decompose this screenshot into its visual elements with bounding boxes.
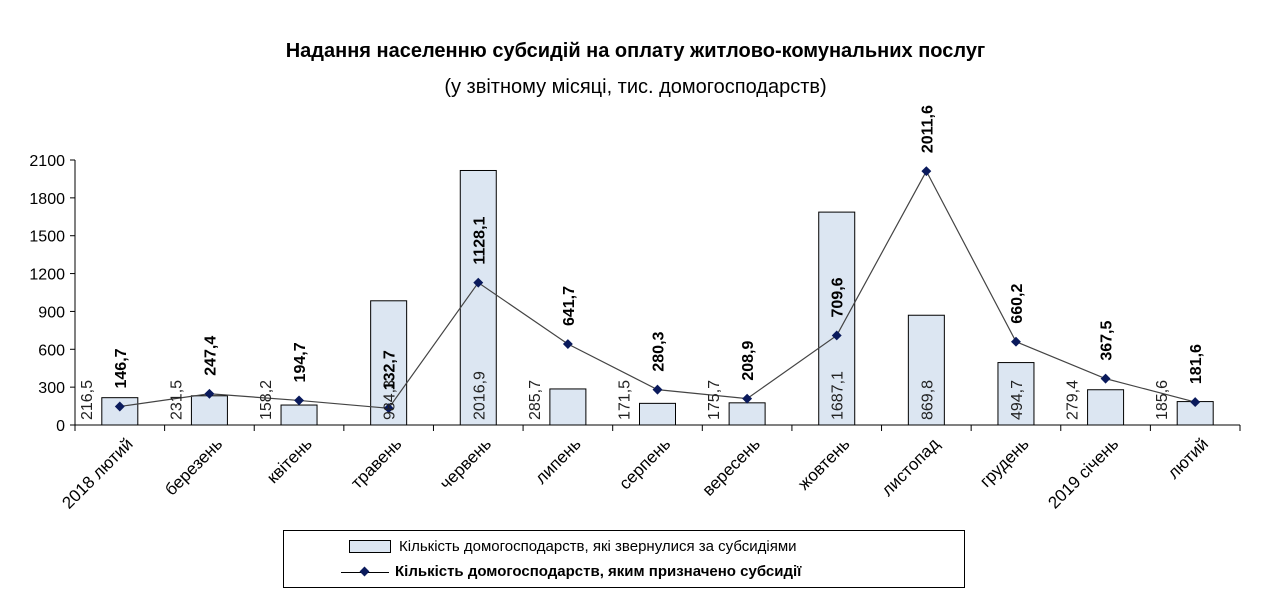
x-tick-label: березень xyxy=(161,434,226,499)
line-point xyxy=(1190,397,1201,408)
line-data-label: 181,6 xyxy=(1188,344,1205,384)
bar-data-label: 1687,1 xyxy=(830,371,847,420)
bar xyxy=(728,402,766,426)
bar-data-label: 216,5 xyxy=(79,380,96,420)
x-tick-label: жовтень xyxy=(794,434,853,493)
y-tick-label: 0 xyxy=(56,418,65,435)
x-tick-label: серпень xyxy=(615,434,674,493)
legend-line-swatch xyxy=(341,566,389,578)
line-data-label: 208,9 xyxy=(740,340,757,380)
line-data-label: 247,4 xyxy=(202,336,219,376)
y-tick-label: 2100 xyxy=(29,153,65,170)
line-data-label: 2011,6 xyxy=(919,105,936,153)
x-tick-label: 2018 лютий xyxy=(58,434,136,512)
line-point xyxy=(294,395,304,406)
bar xyxy=(639,402,676,426)
bar-data-label: 984,3 xyxy=(382,380,399,420)
bar xyxy=(459,169,497,426)
line-point xyxy=(831,330,842,341)
y-tick-label: 900 xyxy=(38,304,65,321)
bar-data-label: 869,8 xyxy=(919,380,936,420)
chart-subtitle: (у звітному місяці, тис. домогосподарств… xyxy=(444,76,827,98)
x-tick-label: травень xyxy=(347,434,405,492)
legend-item-line: Кількість домогосподарств, яким призначе… xyxy=(341,563,801,580)
x-tick-label: липень xyxy=(531,434,584,487)
y-tick-label: 1500 xyxy=(29,229,65,246)
line-data-label: 660,2 xyxy=(1009,284,1026,324)
legend-item-bar: Кількість домогосподарств, які звернулис… xyxy=(349,538,797,555)
line-point xyxy=(1011,336,1021,347)
legend: Кількість домогосподарств, які звернулис… xyxy=(283,530,965,588)
line-data-label: 280,3 xyxy=(651,331,668,371)
bar xyxy=(907,314,945,426)
line-point xyxy=(652,384,663,395)
chart-title: Надання населенню субсидій на оплату жит… xyxy=(285,40,986,62)
bar-data-label: 279,4 xyxy=(1065,380,1082,420)
bar-data-label: 158,2 xyxy=(258,380,275,420)
y-tick-label: 300 xyxy=(38,380,65,397)
x-tick-label: грудень xyxy=(976,434,1033,491)
line-point xyxy=(204,388,215,399)
bar xyxy=(1087,389,1125,426)
y-tick-label: 1200 xyxy=(29,267,65,284)
line-data-label: 194,7 xyxy=(292,342,309,382)
x-tick-label: червень xyxy=(436,434,495,493)
bar xyxy=(997,362,1035,426)
line-data-label: 1128,1 xyxy=(471,216,488,264)
bar-data-label: 171,5 xyxy=(617,380,634,420)
y-tick-label: 1800 xyxy=(29,191,65,208)
x-tick-label: 2019 січень xyxy=(1044,434,1122,512)
line-point xyxy=(562,339,573,349)
y-tick-label: 600 xyxy=(38,342,65,359)
bar-data-label: 285,7 xyxy=(527,380,544,420)
x-tick-label: лютий xyxy=(1164,434,1212,482)
line-data-label: 132,7 xyxy=(382,350,399,390)
line-point xyxy=(1100,373,1111,384)
bar-data-label: 2016,9 xyxy=(471,371,488,420)
line-point xyxy=(383,403,394,414)
bar-data-label: 231,5 xyxy=(168,380,185,420)
line-data-label: 146,7 xyxy=(113,348,130,388)
x-tick-label: вересень xyxy=(699,434,764,499)
bar xyxy=(818,211,856,426)
bar xyxy=(280,404,318,426)
x-tick-label: листопад xyxy=(878,434,943,499)
line-data-label: 367,5 xyxy=(1099,320,1116,360)
bar xyxy=(549,388,587,426)
bar-data-label: 494,7 xyxy=(1009,380,1026,420)
bar-data-label: 175,7 xyxy=(706,380,723,420)
bar-data-label: 185,6 xyxy=(1154,380,1171,420)
legend-label-bar: Кількість домогосподарств, які звернулис… xyxy=(399,538,797,555)
line-data-label: 641,7 xyxy=(561,286,578,326)
line-point xyxy=(742,393,753,404)
x-tick-label: квітень xyxy=(263,434,316,487)
legend-bar-swatch xyxy=(349,540,391,553)
line-data-label: 709,6 xyxy=(830,277,847,317)
bar xyxy=(190,395,228,426)
legend-label-line: Кількість домогосподарств, яким призначе… xyxy=(395,563,802,580)
line-point xyxy=(473,277,484,288)
line-point xyxy=(921,166,932,177)
